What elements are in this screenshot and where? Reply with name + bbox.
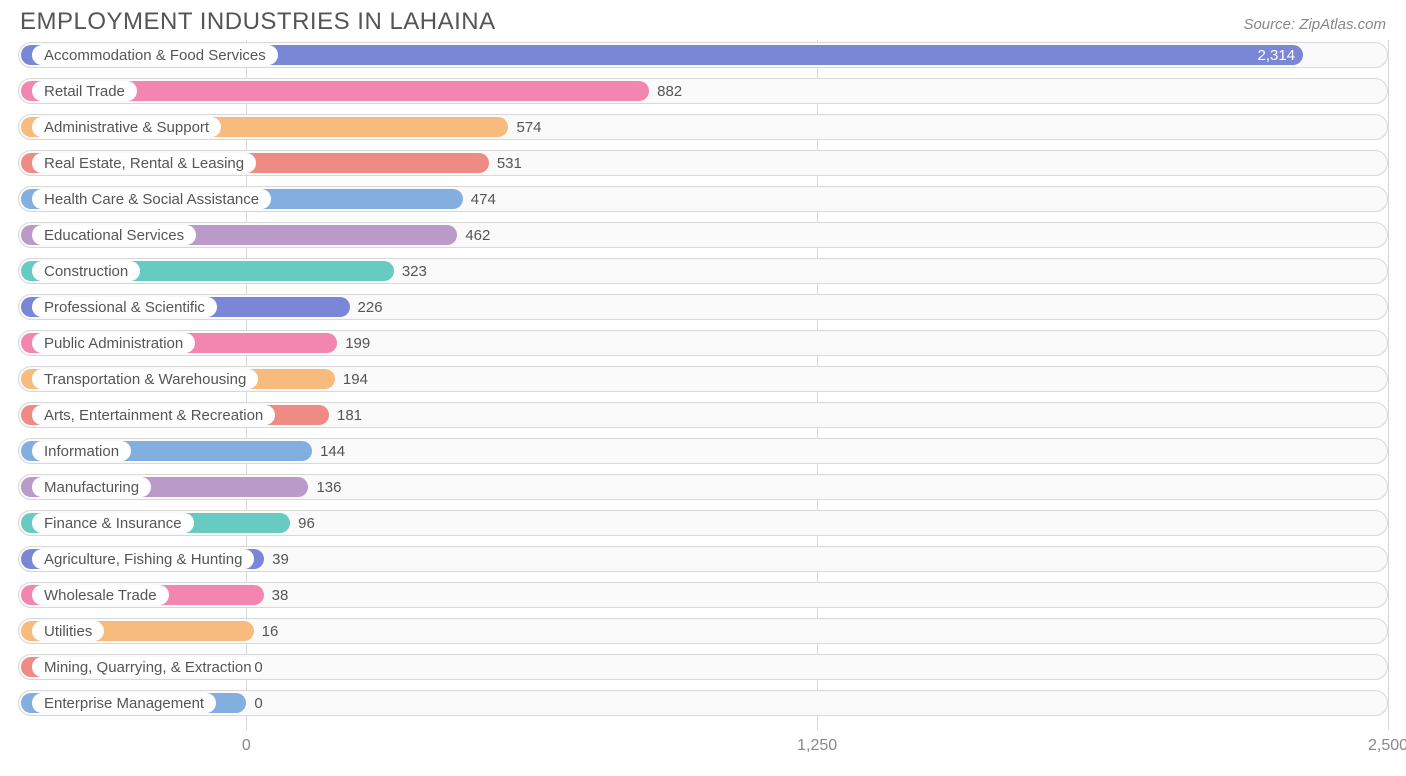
- bar-row: Construction 323: [18, 256, 1388, 286]
- gridline: [1388, 40, 1389, 730]
- bar-category-label: Retail Trade: [32, 81, 137, 101]
- bar-category-label: Arts, Entertainment & Recreation: [32, 405, 275, 425]
- bar-category-label: Health Care & Social Assistance: [32, 189, 271, 209]
- bar-category-label: Finance & Insurance: [32, 513, 194, 533]
- x-axis: 01,2502,500: [18, 735, 1388, 760]
- bar-row: Mining, Quarrying, & Extraction0: [18, 652, 1388, 682]
- x-axis-tick: 0: [242, 737, 251, 755]
- bar-row: Professional & Scientific 226: [18, 292, 1388, 322]
- bar-row: Utilities 16: [18, 616, 1388, 646]
- bar-row: Educational Services 462: [18, 220, 1388, 250]
- bar-category-label: Construction: [32, 261, 140, 281]
- bar-row: Retail Trade 882: [18, 76, 1388, 106]
- bar-row: Real Estate, Rental & Leasing 531: [18, 148, 1388, 178]
- bar-category-label: Real Estate, Rental & Leasing: [32, 153, 256, 173]
- bar-row: Accommodation & Food Services 2,314: [18, 40, 1388, 70]
- bar-value-label: 16: [254, 616, 287, 646]
- bar-value-label: 474: [463, 184, 504, 214]
- x-axis-tick: 2,500: [1368, 737, 1406, 755]
- bar-row: Health Care & Social Assistance 474: [18, 184, 1388, 214]
- chart-title: EMPLOYMENT INDUSTRIES IN LAHAINA: [20, 8, 496, 36]
- plot-region: Accommodation & Food Services 2,314 Retail…: [18, 40, 1388, 730]
- bar-category-label: Wholesale Trade: [32, 585, 169, 605]
- x-axis-tick: 1,250: [797, 737, 837, 755]
- bar-value-label: 462: [457, 220, 498, 250]
- bar-row: Administrative & Support 574: [18, 112, 1388, 142]
- bar-value-label: 199: [337, 328, 378, 358]
- bar-row: Public Administration 199: [18, 328, 1388, 358]
- chart-area: Accommodation & Food Services 2,314 Retail…: [18, 40, 1388, 760]
- bar-row: Finance & Insurance 96: [18, 508, 1388, 538]
- bar-value-label: 0: [246, 688, 270, 718]
- chart-header: EMPLOYMENT INDUSTRIES IN LAHAINA Source:…: [0, 0, 1406, 40]
- bar-value-label: 2,314: [1250, 40, 1304, 70]
- bar-value-label: 226: [350, 292, 391, 322]
- bar-value-label: 96: [290, 508, 323, 538]
- bar-category-label: Educational Services: [32, 225, 196, 245]
- bar-category-label: Utilities: [32, 621, 104, 641]
- bar-row: Manufacturing 136: [18, 472, 1388, 502]
- bar-value-label: 531: [489, 148, 530, 178]
- bar-value-label: 194: [335, 364, 376, 394]
- bar-value-label: 882: [649, 76, 690, 106]
- bar-value-label: 136: [308, 472, 349, 502]
- bar-category-label: Manufacturing: [32, 477, 151, 497]
- bar-row: Arts, Entertainment & Recreation 181: [18, 400, 1388, 430]
- bar-value-label: 181: [329, 400, 370, 430]
- bar-value-label: 323: [394, 256, 435, 286]
- bar-value-label: 574: [508, 112, 549, 142]
- bar-value-label: 144: [312, 436, 353, 466]
- bar-row: Wholesale Trade 38: [18, 580, 1388, 610]
- bar-category-label: Professional & Scientific: [32, 297, 217, 317]
- bar-row: Information 144: [18, 436, 1388, 466]
- bar-category-label: Administrative & Support: [32, 117, 221, 137]
- bar-row: Enterprise Management 0: [18, 688, 1388, 718]
- bar-category-label: Public Administration: [32, 333, 195, 353]
- bar-category-label: Mining, Quarrying, & Extraction: [32, 657, 264, 677]
- chart-source: Source: ZipAtlas.com: [1243, 16, 1386, 33]
- bar-row: Agriculture, Fishing & Hunting 39: [18, 544, 1388, 574]
- bar-row: Transportation & Warehousing 194: [18, 364, 1388, 394]
- bar-category-label: Agriculture, Fishing & Hunting: [32, 549, 254, 569]
- bar-category-label: Accommodation & Food Services: [32, 45, 278, 65]
- bar-category-label: Transportation & Warehousing: [32, 369, 258, 389]
- bar-category-label: Enterprise Management: [32, 693, 216, 713]
- bar-value-label: 39: [264, 544, 297, 574]
- bar-category-label: Information: [32, 441, 131, 461]
- bar-value-label: 38: [264, 580, 297, 610]
- bar-value-label: 0: [246, 652, 270, 682]
